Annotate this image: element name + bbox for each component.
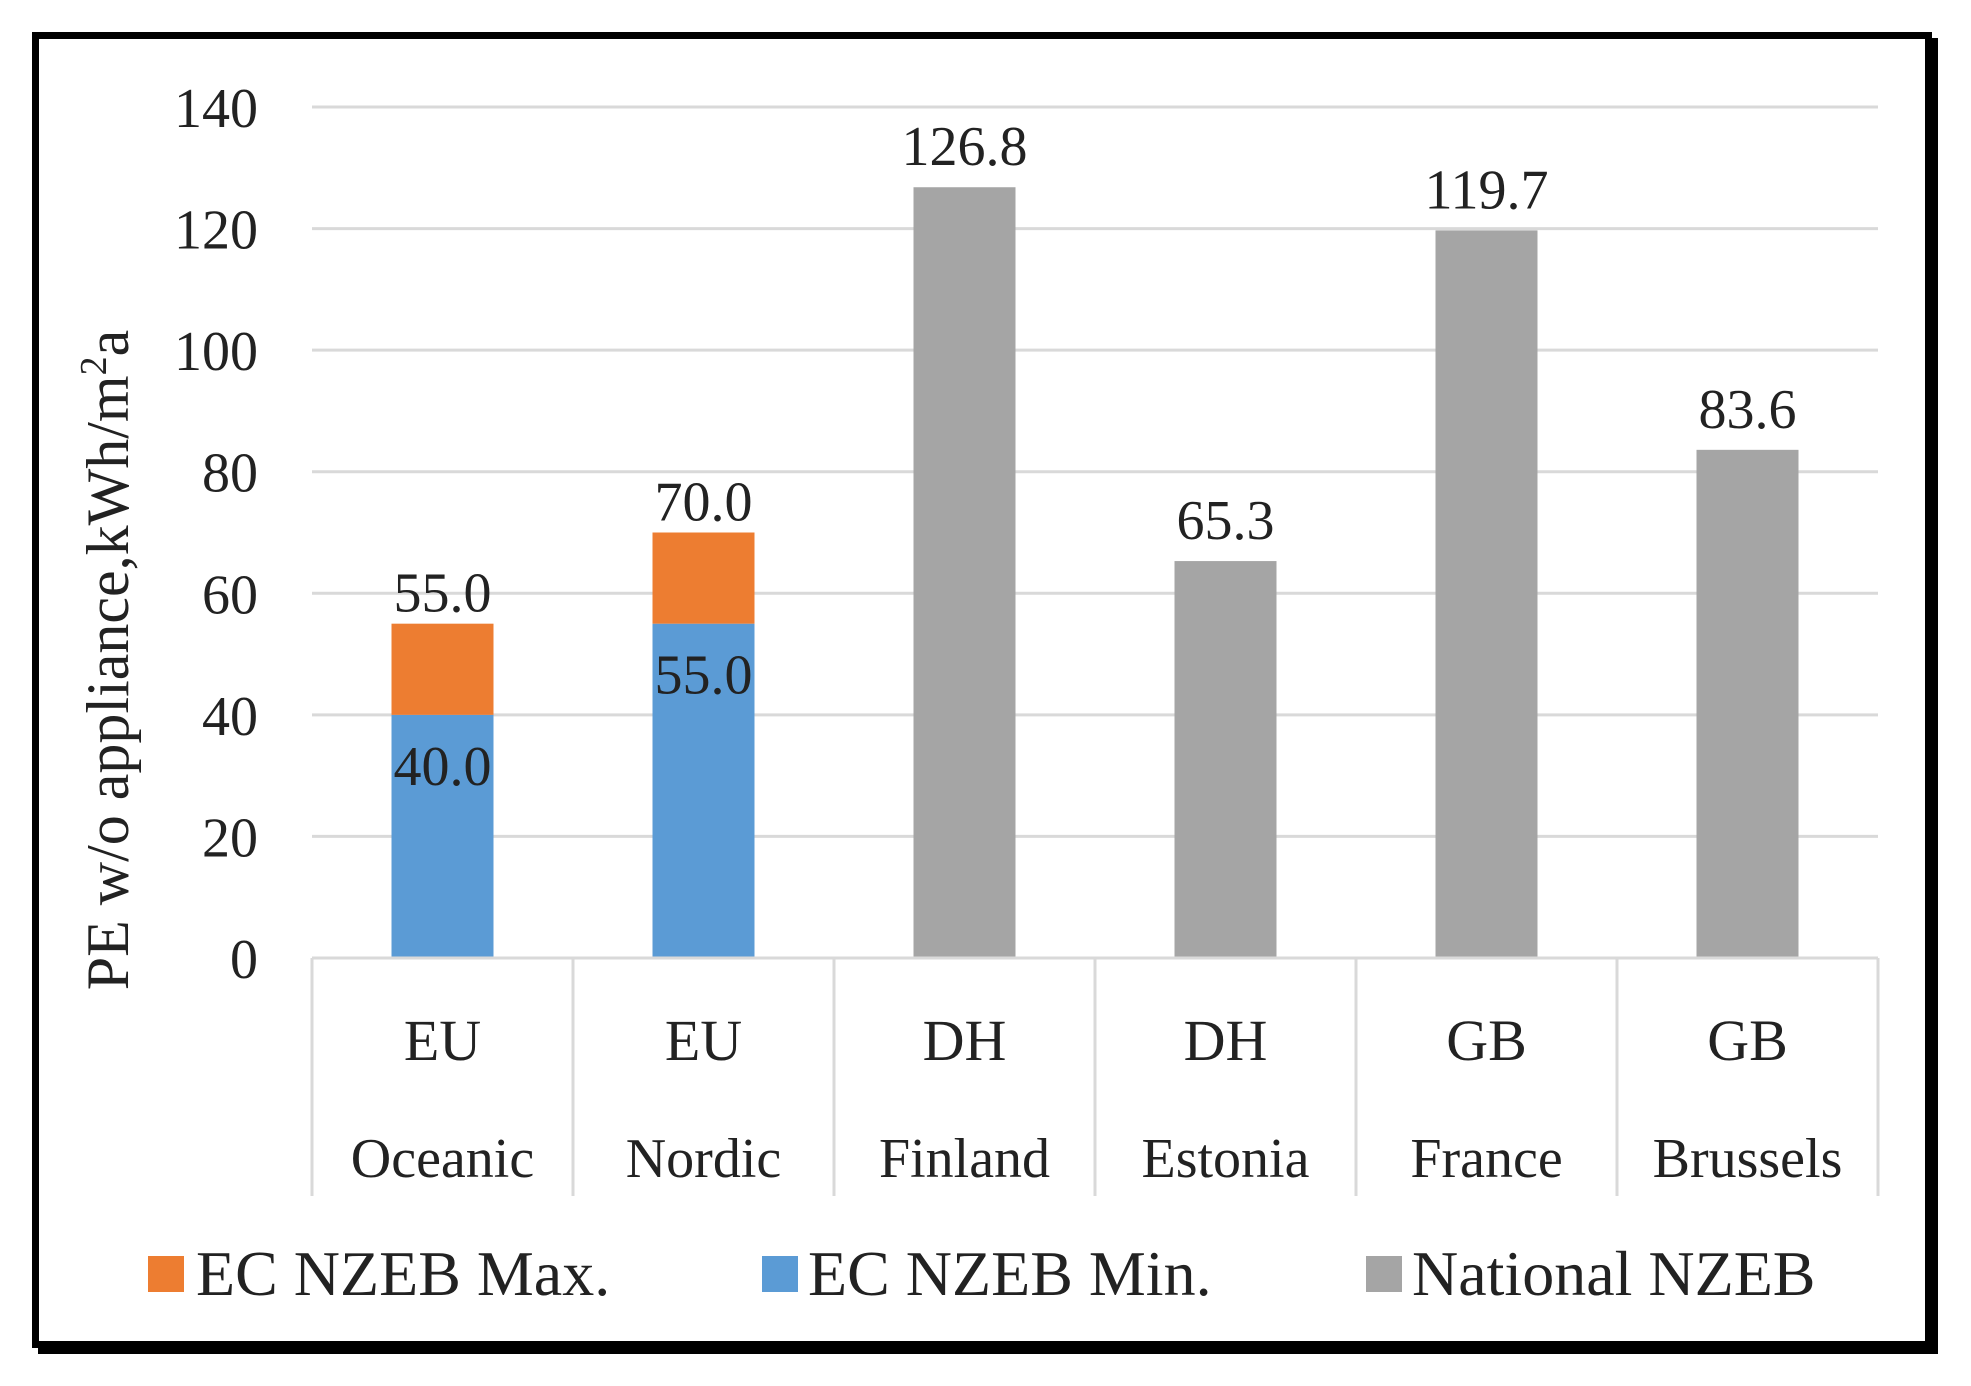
- x-tick-label-group: EU: [404, 1008, 481, 1073]
- x-tick-label-location: Estonia: [1142, 1128, 1310, 1190]
- data-label-ec-nzeb-min: 40.0: [394, 736, 492, 798]
- x-tick-label-group: DH: [923, 1008, 1007, 1073]
- bars: [391, 187, 1799, 959]
- bar-national-nzeb: [1435, 230, 1538, 958]
- legend-item-ec-nzeb-max-swatch: [148, 1256, 184, 1292]
- x-tick-label-location: Oceanic: [351, 1128, 534, 1190]
- x-tick-label-location: Nordic: [626, 1128, 782, 1190]
- bar-national-nzeb: [913, 187, 1016, 959]
- y-tick-label: 140: [174, 78, 258, 140]
- x-tick-label-group: DH: [1184, 1008, 1268, 1073]
- x-tick-label-location: Brussels: [1653, 1128, 1843, 1190]
- bar-ec-nzeb-min: [391, 714, 494, 958]
- y-tick-label: 80: [202, 443, 258, 505]
- x-tick-label-group: GB: [1707, 1008, 1788, 1073]
- data-labels: 55.0 40.0 70.0 55.0 126.8 65.3 119.7 83.6: [394, 116, 1797, 798]
- bar-ec-nzeb-max: [652, 532, 755, 624]
- data-label-national-nzeb: 65.3: [1177, 490, 1275, 552]
- y-tick-label: 100: [174, 321, 258, 383]
- bar-ec-nzeb-max: [391, 623, 494, 715]
- legend-item-national-nzeb-label: National NZEB: [1412, 1238, 1815, 1309]
- gridlines: [312, 105, 1878, 838]
- data-label-ec-nzeb-min: 55.0: [655, 645, 753, 707]
- x-tick-label-location: France: [1410, 1128, 1562, 1190]
- x-tick-label-group: GB: [1446, 1008, 1527, 1073]
- legend-item-ec-nzeb-min-label: EC NZEB Min.: [808, 1238, 1212, 1309]
- y-tick-label: 0: [230, 929, 258, 991]
- bar-national-nzeb: [1174, 561, 1277, 958]
- bar-national-nzeb: [1696, 449, 1799, 958]
- y-tick-label: 20: [202, 807, 258, 869]
- y-axis-ticks: 0 20 40 60 80 100 120 140: [174, 78, 258, 991]
- y-axis-label: PE w/o appliance,kWh/m2a: [73, 330, 141, 991]
- x-tick-label-location: Finland: [879, 1128, 1050, 1190]
- data-label-national-nzeb: 83.6: [1699, 379, 1797, 441]
- y-tick-label: 40: [202, 686, 258, 748]
- y-tick-label: 120: [174, 200, 258, 262]
- legend-item-ec-nzeb-max-label: EC NZEB Max.: [196, 1238, 610, 1309]
- x-tick-label-group: EU: [665, 1008, 742, 1073]
- legend: EC NZEB Max. EC NZEB Min. National NZEB: [148, 1238, 1815, 1309]
- data-label-ec-nzeb-max: 70.0: [655, 472, 753, 534]
- bar-ec-nzeb-min: [652, 623, 755, 958]
- data-label-national-nzeb: 126.8: [902, 116, 1028, 178]
- legend-item-ec-nzeb-min-swatch: [762, 1256, 798, 1292]
- data-label-national-nzeb: 119.7: [1425, 159, 1549, 221]
- data-label-ec-nzeb-max: 55.0: [394, 563, 492, 625]
- y-tick-label: 60: [202, 564, 258, 626]
- legend-item-national-nzeb-swatch: [1366, 1256, 1402, 1292]
- x-axis: EU Oceanic EU Nordic DH Finland DH Estonia GB Fra…: [310, 956, 1880, 1196]
